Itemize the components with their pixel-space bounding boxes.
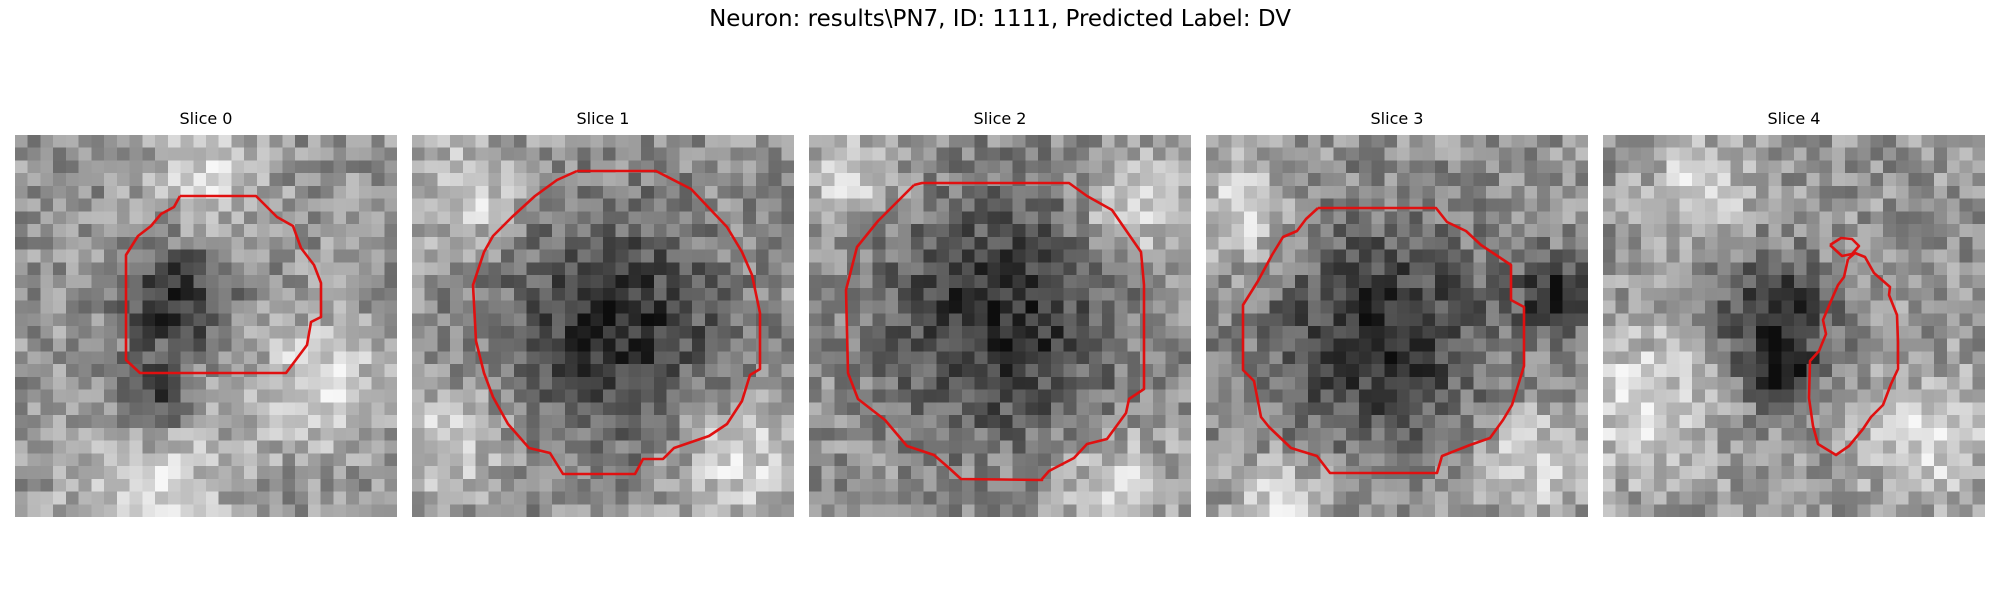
slice-image xyxy=(412,135,794,517)
contour-line xyxy=(844,181,1146,482)
slice-panel-0: Slice 0 xyxy=(15,109,397,517)
contour-line xyxy=(124,194,323,375)
contour-overlay xyxy=(1807,236,1900,457)
contour-line xyxy=(471,169,762,476)
slice-title: Slice 0 xyxy=(179,109,233,128)
slice-panel-2: Slice 2 xyxy=(809,109,1191,517)
slice-title: Slice 3 xyxy=(1370,109,1424,128)
slice-panel-4: Slice 4 xyxy=(1603,109,1985,517)
slice-panel-1: Slice 1 xyxy=(412,109,794,517)
contour-overlay xyxy=(124,194,323,375)
slice-title: Slice 4 xyxy=(1767,109,1821,128)
figure-title: Neuron: results\PN7, ID: 1111, Predicted… xyxy=(709,6,1291,32)
slice-title: Slice 1 xyxy=(576,109,630,128)
contour-overlay xyxy=(844,181,1146,482)
slice-panel-3: Slice 3 xyxy=(1206,109,1588,517)
slice-title: Slice 2 xyxy=(973,109,1027,128)
contour-line xyxy=(1829,236,1861,258)
slice-image xyxy=(15,135,397,517)
grayscale-image xyxy=(809,135,1191,517)
slice-image xyxy=(809,135,1191,517)
contour-line xyxy=(1807,251,1900,457)
grayscale-image xyxy=(1603,135,1985,517)
slice-image xyxy=(1206,135,1588,517)
grayscale-image xyxy=(15,135,397,517)
contour-line xyxy=(1241,206,1526,475)
slice-image xyxy=(1603,135,1985,517)
contour-overlay xyxy=(1241,206,1526,475)
contour-overlay xyxy=(471,169,762,476)
